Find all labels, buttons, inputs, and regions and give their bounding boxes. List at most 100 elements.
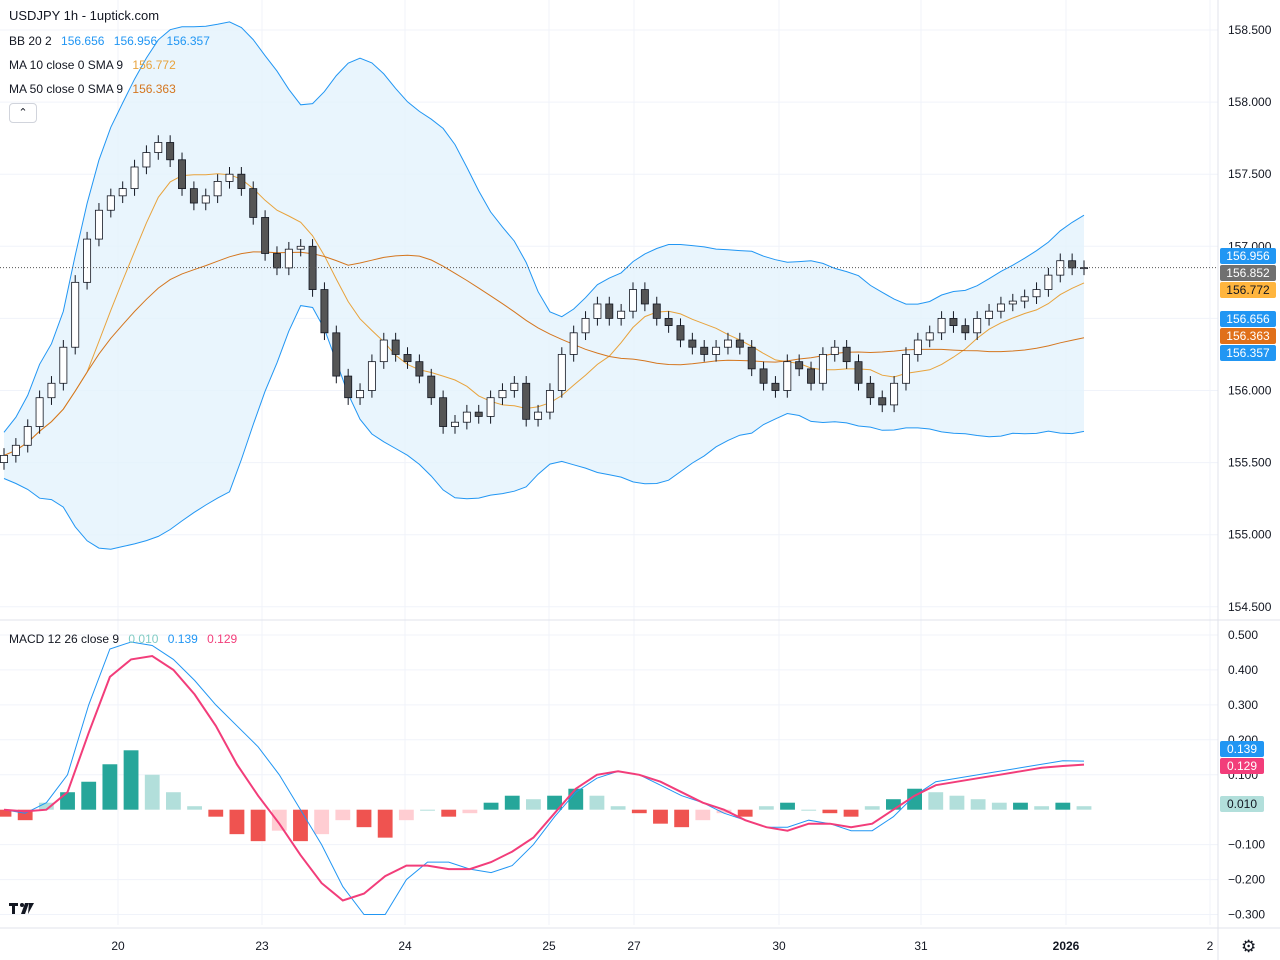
- candle-body: [783, 361, 792, 391]
- bb-upper-line: [3, 21, 1085, 433]
- price-axis-label: 155.500: [1228, 456, 1272, 470]
- macd-hist-bar: [1034, 806, 1050, 810]
- time-axis-label: 25: [542, 939, 556, 953]
- candle-body: [664, 317, 673, 327]
- candle-body: [510, 382, 519, 391]
- candle-body: [676, 325, 685, 341]
- macd-axis-label: −0.300: [1228, 908, 1265, 922]
- price-badge-label: 156.772: [1226, 283, 1270, 297]
- candle-body: [1068, 260, 1077, 269]
- candle-body: [878, 397, 887, 406]
- time-axis-label: 2026: [1053, 939, 1080, 953]
- tradingview-logo[interactable]: [8, 898, 38, 922]
- candle-body: [593, 303, 602, 319]
- candle-body: [94, 209, 103, 240]
- candle-body: [59, 346, 68, 384]
- candle-body: [973, 317, 982, 334]
- macd-hist-bar: [229, 809, 245, 835]
- candle-body: [629, 289, 637, 312]
- candle-body: [771, 382, 780, 391]
- macd-hist-bar: [1076, 806, 1092, 810]
- price-axis-label: 158.500: [1228, 23, 1272, 37]
- macd-hist-bar: [144, 774, 160, 810]
- gear-icon[interactable]: ⚙: [1241, 937, 1257, 956]
- legend-macd[interactable]: MACD 12 26 close 9 0.010 0.139 0.129: [9, 632, 243, 646]
- candle-body: [415, 361, 424, 377]
- macd-badge: [1220, 741, 1264, 757]
- macd-hist-bar: [60, 792, 75, 810]
- candle-body: [0, 454, 8, 463]
- macd-hist-bar: [123, 750, 139, 810]
- macd-histogram: [0, 750, 1092, 842]
- macd-hist-bar: [758, 806, 774, 810]
- time-axis-label: 27: [627, 939, 641, 953]
- candle-body: [534, 411, 543, 420]
- macd-signal-value: 0.129: [207, 632, 238, 646]
- time-axis-label: 24: [398, 939, 412, 953]
- bb-lower-value: 156.357: [166, 34, 210, 48]
- candle-body: [700, 346, 709, 355]
- macd-badge: [1220, 796, 1264, 812]
- candle-body: [427, 375, 436, 399]
- macd-hist-value: 0.010: [128, 632, 159, 646]
- macd-hist-bar: [271, 809, 287, 831]
- candle-body: [688, 339, 697, 348]
- chevron-up-icon[interactable]: ⌃: [9, 103, 37, 123]
- macd-hist-bar: [102, 764, 118, 810]
- macd-hist-bar: [335, 809, 351, 821]
- candle-body: [332, 332, 341, 377]
- price-badge: [1220, 248, 1276, 264]
- ma10-value: 156.772: [132, 58, 176, 72]
- legend-ma10[interactable]: MA 10 close 0 SMA 9 156.772: [9, 58, 182, 72]
- candle-body: [985, 310, 994, 319]
- macd-badge-label: 0.129: [1227, 759, 1257, 773]
- candle-body: [284, 248, 293, 269]
- candle-body: [379, 339, 388, 363]
- macd-signal-line: [3, 654, 1085, 902]
- candle-body: [474, 411, 483, 417]
- candle-body: [391, 339, 400, 355]
- candle-body: [961, 325, 970, 334]
- price-badge: [1220, 311, 1276, 327]
- macd-hist-bar: [504, 795, 520, 810]
- chart-title: USDJPY 1h - 1uptick.com: [9, 8, 160, 23]
- candle-body: [581, 317, 590, 334]
- macd-hist-bar: [547, 795, 562, 810]
- macd-hist-bar: [187, 806, 202, 810]
- macd-hist-bar: [17, 809, 33, 821]
- legend-ma50[interactable]: MA 50 close 0 SMA 9 156.363: [9, 82, 182, 96]
- macd-hist-bar: [610, 806, 626, 810]
- candle-body: [747, 346, 756, 370]
- macd-hist-bar: [398, 809, 414, 821]
- ma50-label: MA 50 close 0 SMA 9: [9, 82, 124, 96]
- macd-hist-bar: [864, 806, 880, 810]
- candle-body: [617, 310, 626, 319]
- macd-hist-bar: [780, 802, 795, 810]
- macd-hist-bar: [0, 809, 12, 817]
- candle-body: [712, 346, 721, 355]
- macd-hist-bar: [970, 799, 986, 810]
- macd-hist-bar: [483, 802, 499, 810]
- bb-upper-value: 156.956: [113, 34, 158, 48]
- candle-body: [640, 289, 649, 305]
- candle-body: [23, 426, 32, 446]
- candle-body: [1008, 300, 1017, 305]
- macd-hist-bar: [441, 809, 457, 817]
- legend-bb[interactable]: BB 20 2 156.656 156.956 156.357: [9, 34, 216, 48]
- candle-body: [925, 332, 934, 341]
- macd-hist-bar: [166, 792, 181, 810]
- candle-body: [522, 382, 531, 420]
- candle-body: [818, 354, 827, 384]
- candle-body: [142, 152, 151, 168]
- candle-body: [652, 303, 661, 319]
- macd-axis-label: 0.400: [1228, 663, 1258, 677]
- macd-axis-label: 0.500: [1228, 628, 1258, 642]
- candle-body: [545, 390, 554, 413]
- price-badge-label: 156.852: [1226, 266, 1270, 280]
- bb-lower-line: [3, 305, 1085, 550]
- price-badge-label: 156.363: [1226, 329, 1270, 343]
- ma50-value: 156.363: [132, 82, 176, 96]
- macd-badge-label: 0.139: [1227, 742, 1257, 756]
- candle-body: [154, 142, 163, 153]
